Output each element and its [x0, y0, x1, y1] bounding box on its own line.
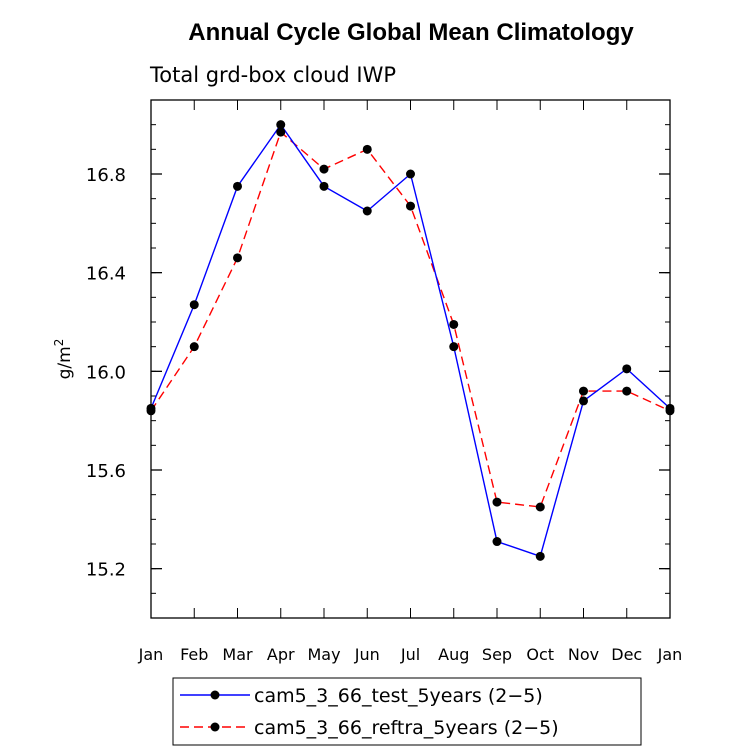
legend: cam5_3_66_test_5years (2−5) cam5_3_66_ref…: [172, 677, 642, 746]
x-tick-label: Feb: [180, 645, 208, 664]
series-1-point: [233, 181, 242, 191]
x-tick-label: Dec: [611, 645, 642, 664]
series-1-point: [362, 206, 372, 216]
legend-label-2: cam5_3_66_reftra_5years (2−5): [254, 717, 559, 739]
y-axis-label-exponent: 2: [52, 339, 66, 347]
series-1-point: [535, 551, 545, 561]
series-1-point: [622, 364, 632, 374]
plot-area: Jan Feb Mar Apr May Jun Jul Aug Sep Oct Nov Dec Jan 1…: [86, 99, 683, 664]
y-axis-label: g/m2: [52, 339, 75, 380]
series-2-point: [535, 502, 545, 512]
series-2-point: [233, 253, 242, 263]
series-2-point: [319, 164, 329, 174]
y-tick-label: 15.2: [86, 560, 126, 581]
y-tick-label: 16.8: [86, 165, 126, 186]
series-line-2: [150, 130, 671, 508]
legend-marker-2: [210, 722, 220, 732]
series-1-point: [319, 181, 329, 191]
legend-marker-1: [210, 690, 220, 700]
x-tick-label: Oct: [526, 645, 554, 664]
x-tick-label: Jan: [138, 645, 164, 664]
chart-subtitle: Total grd-box cloud IWP: [149, 63, 396, 87]
chart-title: Annual Cycle Global Mean Climatology: [188, 19, 634, 46]
series-line-1: [150, 123, 671, 558]
series-1-point: [276, 120, 286, 130]
x-tick-label: Apr: [267, 645, 295, 664]
x-tick-label: May: [307, 645, 340, 664]
y-axis-label-base: g/m: [55, 346, 75, 379]
y-tick-label: 16.0: [86, 362, 126, 383]
series-2-point: [449, 319, 459, 329]
y-tick-label: 16.4: [86, 264, 126, 285]
series-2-point: [406, 201, 415, 211]
series-2-point: [492, 497, 502, 507]
x-tick-label: Nov: [568, 645, 599, 664]
x-tick-label: Mar: [222, 645, 253, 664]
series-2-point: [189, 342, 199, 352]
series-1-point: [406, 169, 415, 179]
series-2-point: [276, 127, 286, 137]
series-1-point: [146, 403, 156, 413]
series-2-point: [362, 144, 372, 154]
series-2-point: [579, 386, 588, 396]
x-tick-label: Sep: [482, 645, 512, 664]
x-tick-label: Jun: [354, 645, 380, 664]
x-tick-label: Jul: [400, 645, 420, 664]
legend-label-1: cam5_3_66_test_5years (2−5): [254, 685, 543, 707]
series-1-point: [492, 537, 502, 547]
series-1-point: [449, 342, 459, 352]
series-2-point: [622, 386, 632, 396]
series-1-point: [665, 403, 675, 413]
x-tick-label: Aug: [438, 645, 469, 664]
series-1-point: [189, 300, 199, 310]
x-tick-label: Jan: [657, 645, 683, 664]
series-1-point: [579, 396, 588, 406]
y-tick-label: 15.6: [86, 461, 126, 482]
legend-box: [172, 677, 642, 746]
